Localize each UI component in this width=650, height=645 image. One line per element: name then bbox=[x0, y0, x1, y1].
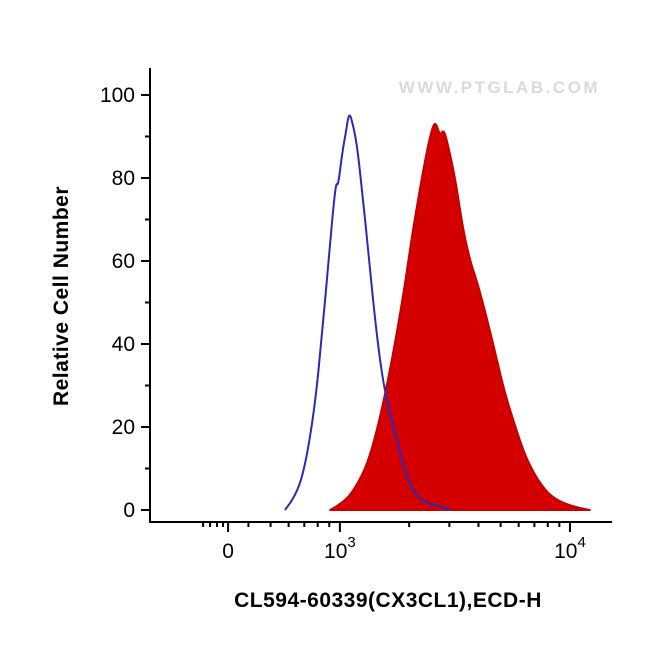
histogram-curve-control-open-histogram bbox=[284, 114, 451, 511]
x-tick-label: 104 bbox=[554, 534, 586, 563]
x-axis-title: CL594-60339(CX3CL1),ECD-H bbox=[234, 589, 542, 612]
y-tick-label: 60 bbox=[112, 250, 135, 273]
x-tick-label: 103 bbox=[324, 534, 356, 563]
x-tick-label: 0 bbox=[222, 540, 234, 563]
y-tick-label: 20 bbox=[112, 416, 135, 439]
y-tick-label: 40 bbox=[112, 333, 135, 356]
y-axis-title: Relative Cell Number bbox=[50, 185, 73, 407]
watermark-text: WWW.PTGLAB.COM bbox=[398, 78, 600, 97]
y-tick-label: 0 bbox=[123, 499, 135, 522]
y-tick-label: 100 bbox=[100, 84, 135, 107]
y-tick-label: 80 bbox=[112, 167, 135, 190]
histogram-curve-negative-control bbox=[329, 123, 591, 511]
